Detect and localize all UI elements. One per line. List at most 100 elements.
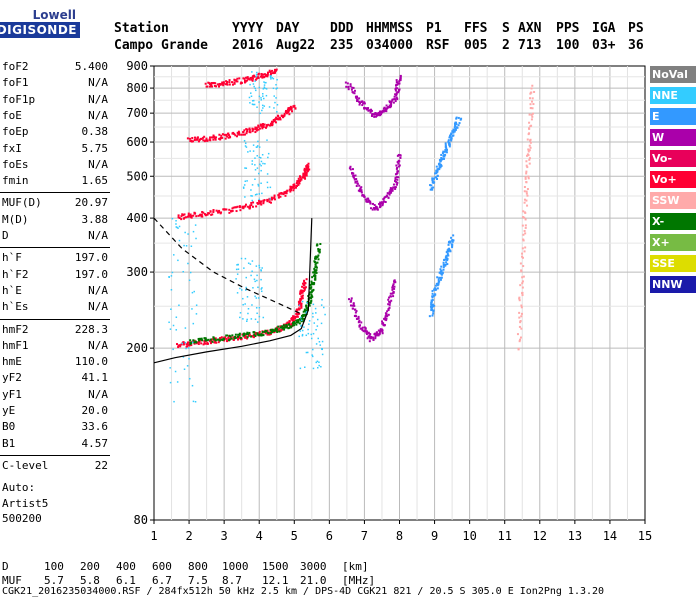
series-point — [519, 336, 522, 339]
series-point — [191, 136, 194, 139]
series-point — [182, 341, 185, 344]
nne-echo-point — [251, 163, 253, 165]
series-point — [446, 257, 449, 260]
nne-echo-point — [250, 274, 252, 277]
series-point — [277, 115, 280, 118]
nne-echo-point — [263, 84, 266, 86]
series-point — [520, 304, 523, 307]
nne-echo-point — [316, 325, 319, 327]
series-point — [289, 105, 292, 108]
nne-echo-point — [263, 105, 266, 107]
auto-line: 500200 — [2, 512, 42, 526]
footer-row-d: 200 — [80, 560, 100, 573]
series-point — [398, 82, 401, 85]
header-value: Campo Grande — [114, 38, 208, 53]
series-point — [381, 320, 384, 323]
series-point — [429, 305, 432, 308]
x-tick-label: 11 — [497, 529, 511, 543]
nne-echo-point — [262, 95, 264, 97]
nne-echo-point — [171, 217, 174, 220]
nne-echo-point — [257, 183, 259, 186]
series-point — [251, 77, 254, 80]
series-point — [188, 137, 191, 140]
series-point — [392, 101, 395, 104]
series-point — [363, 102, 366, 105]
series-point — [431, 299, 434, 302]
param-value: 20.0 — [81, 404, 109, 417]
series-point — [518, 296, 521, 299]
nne-echo-point — [269, 198, 271, 200]
nne-echo-point — [183, 368, 186, 370]
series-point — [243, 77, 246, 80]
nne-echo-point — [306, 302, 308, 304]
series-point — [291, 324, 294, 327]
series-point — [373, 333, 376, 336]
series-point — [222, 84, 225, 87]
series-point — [242, 207, 245, 210]
x-tick-label: 12 — [533, 529, 547, 543]
series-point — [251, 128, 254, 131]
nne-echo-point — [258, 306, 261, 309]
series-point — [432, 177, 435, 180]
nne-echo-point — [260, 164, 262, 167]
series-point — [396, 166, 399, 169]
series-point — [351, 86, 354, 89]
series-point — [228, 83, 231, 86]
nne-echo-point — [269, 186, 272, 189]
series-point — [259, 334, 262, 337]
series-point — [210, 213, 213, 216]
series-point — [360, 186, 363, 189]
series-point — [292, 189, 295, 192]
legend-entry: X+ — [650, 234, 696, 251]
nne-echo-point — [321, 340, 324, 343]
series-point — [302, 310, 305, 313]
param-value: 5.400 — [74, 60, 108, 73]
series-point — [438, 164, 441, 167]
series-point — [303, 167, 306, 170]
series-point — [383, 196, 386, 199]
series-point — [189, 213, 192, 216]
series-point — [288, 107, 291, 110]
nne-echo-point — [175, 220, 177, 222]
series-point — [387, 192, 390, 195]
series-point — [237, 338, 240, 341]
series-point — [245, 130, 248, 133]
series-point — [314, 263, 317, 266]
series-point — [273, 120, 276, 123]
nne-echo-point — [258, 101, 260, 103]
series-point — [270, 331, 273, 334]
electron-density-profile — [153, 218, 313, 364]
series-point — [525, 172, 528, 175]
nne-echo-point — [314, 307, 317, 310]
series-point — [209, 85, 212, 88]
footer-row-d: 1500 — [262, 560, 289, 573]
series-point — [394, 176, 397, 179]
header-value: 03+ — [592, 38, 616, 53]
x-tick-label: 15 — [638, 529, 652, 543]
series-point — [520, 327, 523, 330]
nne-echo-point — [250, 95, 253, 98]
series-point — [436, 284, 439, 287]
series-point — [391, 189, 394, 192]
series-point — [257, 199, 260, 202]
series-point — [387, 313, 390, 316]
nne-echo-point — [266, 173, 269, 175]
nne-echo-point — [245, 276, 247, 279]
series-point — [220, 134, 223, 137]
nne-echo-point — [168, 321, 170, 324]
series-point — [392, 295, 395, 298]
param-value: N/A — [88, 108, 108, 122]
series-point — [260, 334, 263, 337]
param-value: N/A — [88, 92, 108, 106]
series-point — [367, 109, 370, 112]
series-point — [274, 71, 277, 74]
series-point — [242, 133, 245, 136]
param-key: MUF(D) — [2, 196, 42, 210]
nne-echo-point — [235, 268, 238, 271]
series-point — [367, 331, 370, 334]
series-point — [317, 248, 320, 251]
series-point — [369, 207, 372, 210]
nne-echo-point — [320, 365, 322, 368]
series-point — [358, 188, 361, 191]
series-point — [262, 124, 265, 127]
